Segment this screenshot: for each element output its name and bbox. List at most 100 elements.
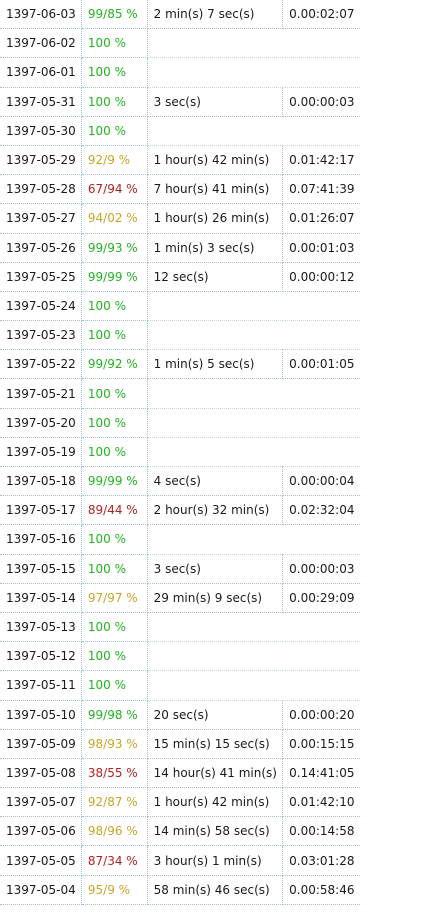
uptime-percent-cell: 99/99 % xyxy=(81,467,148,497)
downtime-timestamp-cell: 0.00:01:05 xyxy=(283,350,360,380)
table-row: 1397-05-27 94/02 % 1 hour(s) 26 min(s) 0.01… xyxy=(0,204,360,234)
downtime-duration-cell xyxy=(147,58,284,88)
date-cell: 1397-05-22 xyxy=(0,350,82,380)
downtime-duration-cell xyxy=(147,671,284,701)
downtime-timestamp-cell: 0.00:00:03 xyxy=(283,88,360,117)
table-row: 1397-06-01 100 % xyxy=(0,58,360,88)
uptime-percent-cell: 99/92 % xyxy=(81,350,148,380)
table-row: 1397-05-30 100 % xyxy=(0,116,360,146)
table-row: 1397-05-12 100 % xyxy=(0,642,360,672)
downtime-duration-cell: 14 min(s) 58 sec(s) xyxy=(147,817,284,847)
uptime-percent-cell: 99/98 % xyxy=(81,700,148,730)
date-cell: 1397-05-04 xyxy=(0,875,82,905)
downtime-timestamp-cell xyxy=(283,29,360,59)
downtime-duration-cell xyxy=(147,525,284,555)
downtime-duration-cell: 1 hour(s) 26 min(s) xyxy=(147,204,284,234)
table-row: 1397-05-26 99/93 % 1 min(s) 3 sec(s) 0.00:0… xyxy=(0,233,360,263)
table-row: 1397-05-31 100 % 3 sec(s) 0.00:00:03 xyxy=(0,87,360,117)
table-row: 1397-05-11 100 % xyxy=(0,671,360,701)
downtime-duration-cell xyxy=(147,379,284,409)
table-row: 1397-05-25 99/99 % 12 sec(s) 0.00:00:12 xyxy=(0,262,360,292)
downtime-duration-cell: 4 sec(s) xyxy=(147,467,284,497)
downtime-duration-cell: 1 min(s) 3 sec(s) xyxy=(147,233,284,263)
table-row: 1397-05-05 87/34 % 3 hour(s) 1 min(s) 0.03:… xyxy=(0,846,360,876)
downtime-duration-cell: 1 min(s) 5 sec(s) xyxy=(147,350,284,380)
date-cell: 1397-05-05 xyxy=(0,846,82,876)
table-row: 1397-05-14 97/97 % 29 min(s) 9 sec(s) 0.00:… xyxy=(0,583,360,613)
table-row: 1397-05-08 38/55 % 14 hour(s) 41 min(s) 0.1… xyxy=(0,758,360,789)
downtime-timestamp-cell: 0.00:00:20 xyxy=(283,701,360,730)
date-cell: 1397-05-09 xyxy=(0,729,82,759)
downtime-duration-cell xyxy=(147,321,284,351)
table-row: 1397-05-28 67/94 % 7 hour(s) 41 min(s) 0.07… xyxy=(0,175,360,205)
date-cell: 1397-05-30 xyxy=(0,116,82,146)
downtime-duration-cell: 12 sec(s) xyxy=(147,262,284,292)
downtime-timestamp-cell xyxy=(283,642,360,672)
table-row: 1397-06-02 100 % xyxy=(0,29,360,59)
date-cell: 1397-05-08 xyxy=(0,758,82,789)
downtime-duration-cell: 1 hour(s) 42 min(s) xyxy=(147,145,284,176)
date-cell: 1397-05-31 xyxy=(0,87,82,117)
table-row: 1397-05-07 92/87 % 1 hour(s) 42 min(s) 0.01… xyxy=(0,788,360,818)
table-row: 1397-05-23 100 % xyxy=(0,321,360,351)
uptime-percent-cell: 87/34 % xyxy=(81,846,148,876)
uptime-percent-cell: 99/93 % xyxy=(81,233,148,263)
table-row: 1397-05-19 100 % xyxy=(0,437,360,467)
table-row: 1397-05-10 99/98 % 20 sec(s) 0.00:00:20 xyxy=(0,700,360,730)
downtime-timestamp-cell: 0.07:41:39 xyxy=(283,175,360,205)
downtime-timestamp-cell: 0.00:02:07 xyxy=(283,0,360,30)
downtime-timestamp-cell: 0.01:42:10 xyxy=(283,788,360,818)
table-row: 1397-05-15 100 % 3 sec(s) 0.00:00:03 xyxy=(0,554,360,584)
uptime-percent-cell: 67/94 % xyxy=(81,175,148,205)
downtime-duration-cell xyxy=(147,292,284,322)
downtime-duration-cell: 58 min(s) 46 sec(s) xyxy=(147,875,284,905)
uptime-percent-cell: 99/99 % xyxy=(81,262,148,292)
downtime-timestamp-cell xyxy=(283,438,360,467)
downtime-timestamp-cell xyxy=(283,525,360,555)
downtime-duration-cell: 15 min(s) 15 sec(s) xyxy=(147,729,284,759)
table-row: 1397-05-20 100 % xyxy=(0,408,360,438)
date-cell: 1397-05-07 xyxy=(0,788,82,818)
uptime-percent-cell: 97/97 % xyxy=(81,583,148,613)
date-cell: 1397-05-21 xyxy=(0,379,82,409)
table-row: 1397-05-16 100 % xyxy=(0,525,360,555)
downtime-timestamp-cell xyxy=(283,292,360,322)
uptime-percent-cell: 94/02 % xyxy=(81,204,148,234)
downtime-timestamp-cell: 0.00:29:09 xyxy=(283,584,360,613)
date-cell: 1397-05-19 xyxy=(0,437,82,467)
downtime-duration-cell: 2 hour(s) 32 min(s) xyxy=(147,496,284,526)
date-cell: 1397-06-02 xyxy=(0,29,82,59)
table-row: 1397-05-06 98/96 % 14 min(s) 58 sec(s) 0.00… xyxy=(0,817,360,847)
downtime-timestamp-cell xyxy=(283,379,360,409)
downtime-timestamp-cell: 0.00:15:15 xyxy=(283,730,360,759)
uptime-percent-cell: 92/9 % xyxy=(81,145,148,176)
uptime-percent-cell: 100 % xyxy=(81,671,148,701)
downtime-duration-cell: 7 hour(s) 41 min(s) xyxy=(147,175,284,205)
date-cell: 1397-05-10 xyxy=(0,700,82,730)
table-row: 1397-05-17 89/44 % 2 hour(s) 32 min(s) 0.02… xyxy=(0,496,360,526)
date-cell: 1397-05-11 xyxy=(0,671,82,701)
table-row: 1397-05-04 95/9 % 58 min(s) 46 sec(s) 0.00:… xyxy=(0,875,360,905)
downtime-duration-cell xyxy=(147,642,284,672)
date-cell: 1397-05-16 xyxy=(0,525,82,555)
uptime-percent-cell: 100 % xyxy=(81,321,148,351)
downtime-duration-cell xyxy=(147,117,284,146)
table-row: 1397-05-09 98/93 % 15 min(s) 15 sec(s) 0.00… xyxy=(0,729,360,759)
table-row: 1397-05-24 100 % xyxy=(0,291,360,322)
downtime-timestamp-cell: 0.00:00:12 xyxy=(283,263,360,292)
downtime-timestamp-cell: 0.00:00:03 xyxy=(283,555,360,584)
date-cell: 1397-05-25 xyxy=(0,262,82,292)
downtime-duration-cell xyxy=(147,613,284,643)
downtime-duration-cell: 3 sec(s) xyxy=(147,87,284,117)
date-cell: 1397-05-20 xyxy=(0,408,82,438)
uptime-percent-cell: 100 % xyxy=(81,379,148,409)
date-cell: 1397-05-23 xyxy=(0,321,82,351)
downtime-duration-cell: 14 hour(s) 41 min(s) xyxy=(147,758,284,789)
table-row: 1397-05-29 92/9 % 1 hour(s) 42 min(s) 0.01:… xyxy=(0,145,360,176)
date-cell: 1397-06-01 xyxy=(0,58,82,88)
downtime-timestamp-cell: 0.03:01:28 xyxy=(283,846,360,876)
date-cell: 1397-05-24 xyxy=(0,291,82,322)
downtime-timestamp-cell xyxy=(283,321,360,351)
uptime-percent-cell: 100 % xyxy=(81,29,148,59)
table-row: 1397-05-13 100 % xyxy=(0,612,360,643)
